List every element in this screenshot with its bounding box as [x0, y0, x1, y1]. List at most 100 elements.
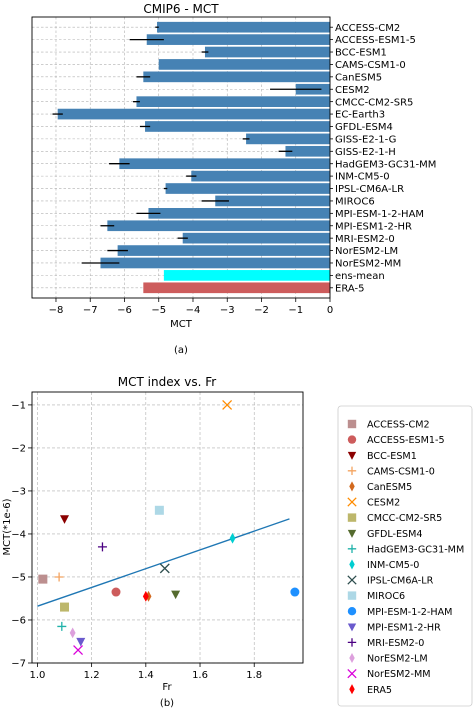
- category-label: NorESM2-LM: [335, 246, 398, 257]
- legend-label: INM-CM5-0: [367, 560, 419, 571]
- legend-label: ACCESS-ESM1-5: [367, 435, 445, 446]
- legend-label: MRI-ESM2-0: [367, 638, 424, 649]
- legend-label: NorESM2-LM: [367, 654, 428, 665]
- scatter-point: [54, 572, 64, 582]
- bar: [143, 282, 330, 294]
- bar: [148, 208, 330, 219]
- scatter-point: [60, 515, 70, 524]
- bar: [158, 59, 330, 70]
- legend-label: ACCESS-CM2: [367, 420, 430, 431]
- scatter-point: [154, 505, 164, 515]
- category-label: ACCESS-CM2: [335, 23, 400, 34]
- legend-marker: [347, 529, 357, 538]
- bar: [107, 220, 330, 232]
- bar: [165, 183, 330, 194]
- category-label: ens-mean: [335, 271, 385, 282]
- category-label: BCC-ESM1: [335, 48, 387, 59]
- bar: [136, 96, 330, 107]
- bar-chart-panel: CMIP6 - MCT −8 −7 −6 −5 −4 −3 −2 −1 0 ACCESS-CM2…: [31, 2, 436, 356]
- legend-marker: [347, 497, 357, 507]
- x-tick-label: −3: [220, 305, 235, 316]
- bar: [191, 170, 330, 182]
- bar: [143, 71, 330, 83]
- y-tick-label: −3: [11, 487, 26, 498]
- legend-marker: [347, 575, 357, 585]
- scatter-points: [38, 399, 300, 656]
- legend-marker: [347, 668, 357, 679]
- bar: [163, 270, 330, 281]
- x-tick-label: 1.8: [246, 670, 262, 681]
- legend-label: MPI-ESM-1-2-HAM: [367, 607, 452, 618]
- x-tick-label: 1.0: [29, 670, 45, 681]
- y-tick-label: −7: [11, 659, 26, 670]
- scatter-point: [69, 627, 76, 639]
- bar: [119, 158, 331, 170]
- legend-marker: [347, 435, 357, 444]
- scatter-chart-caption: (b): [160, 698, 174, 709]
- x-tick-label: 0: [327, 305, 333, 316]
- legend-marker: [347, 466, 357, 475]
- legend-marker: [347, 513, 357, 522]
- category-label: CAMS-CSM1-0: [335, 60, 406, 71]
- legend-label: GFDL-ESM4: [367, 529, 423, 540]
- legend-marker: [349, 481, 355, 492]
- category-label: EC-Earth3: [335, 110, 385, 121]
- legend-label: CanESM5: [367, 482, 412, 493]
- bar: [146, 34, 330, 45]
- legend-marker: [347, 451, 357, 460]
- x-tick-label: −7: [83, 305, 98, 316]
- regression-line: [37, 518, 290, 607]
- legend-label: CAMS-CSM1-0: [367, 466, 435, 477]
- x-tick-label: −1: [288, 305, 303, 316]
- x-tick-label: 1.4: [138, 670, 154, 681]
- legend-marker: [347, 623, 357, 632]
- category-label: GISS-E2-1-H: [335, 147, 396, 158]
- scatter-point: [73, 645, 84, 656]
- scatter-chart-x-axis-label: Fr: [162, 682, 172, 693]
- legend-box: [337, 405, 473, 707]
- scatter-point: [76, 637, 86, 647]
- x-tick-label: −4: [186, 305, 201, 316]
- legend-marker: [347, 544, 357, 553]
- scatter-point: [222, 399, 233, 410]
- legend-label: ERA5: [367, 685, 392, 696]
- x-tick-label: −2: [254, 305, 269, 316]
- scatter-point: [111, 587, 121, 597]
- category-label: ACCESS-ESM1-5: [335, 35, 416, 46]
- bar-chart-x-ticks: −8 −7 −6 −5 −4 −3 −2 −1 0: [49, 298, 333, 316]
- category-label: INM-CM5-0: [335, 172, 390, 183]
- bar-chart-x-axis-label: MCT: [170, 319, 193, 330]
- legend-marker: [347, 638, 357, 647]
- y-tick-label: −2: [11, 444, 26, 455]
- legend-label: BCC-ESM1: [367, 451, 417, 462]
- scatter-chart-grid: [32, 392, 303, 664]
- scatter-chart-title: MCT index vs. Fr: [118, 375, 217, 389]
- bar: [182, 232, 330, 244]
- x-tick-label: −6: [117, 305, 132, 316]
- category-label: MPI-ESM-1-2-HAM: [335, 209, 424, 220]
- scatter-point: [38, 574, 48, 584]
- category-label: MRI-ESM2-0: [335, 234, 395, 245]
- legend-marker: [349, 559, 355, 570]
- legend-marker: [347, 419, 357, 429]
- bar: [100, 257, 331, 269]
- bar-chart-caption: (a): [174, 345, 188, 356]
- legend-label: MIROC6: [367, 591, 405, 602]
- scatter-chart-x-ticks: 1.0 1.2 1.4 1.6 1.8: [29, 663, 262, 681]
- bar: [285, 145, 330, 157]
- scatter-point: [57, 621, 67, 631]
- bar-chart-bars: [52, 21, 331, 294]
- category-label: NorESM2-MM: [335, 259, 401, 270]
- legend-label: CMCC-CM2-SR5: [367, 513, 442, 524]
- category-label: ERA-5: [335, 283, 364, 294]
- bar-chart-frame: [31, 16, 331, 299]
- scatter-chart-y-ticks: −7 −6 −5 −4 −3 −2 −1: [11, 401, 32, 670]
- y-tick-label: −4: [11, 530, 26, 541]
- x-tick-label: −8: [49, 305, 64, 316]
- category-label: CESM2: [335, 85, 370, 96]
- category-label: CMCC-CM2-SR5: [335, 97, 413, 108]
- scatter-point: [97, 542, 107, 552]
- legend-marker: [349, 684, 355, 695]
- category-label: HadGEM3-GC31-MM: [335, 159, 436, 170]
